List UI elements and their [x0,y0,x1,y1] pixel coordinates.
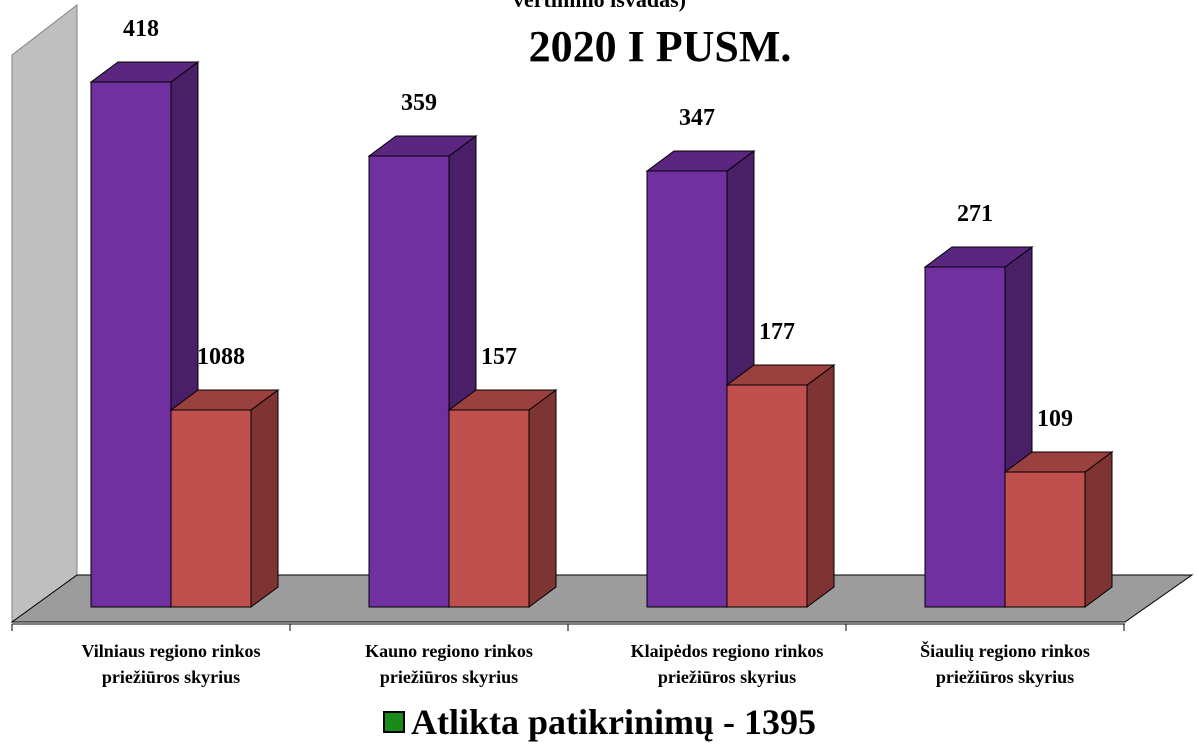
data-label: 109 [1037,406,1073,432]
bar [448,409,530,608]
chart-title-partial: vertinimo išvadas) [0,0,1199,12]
bar [1004,471,1086,608]
chart-title: 2020 I PUSM. [528,22,792,71]
bar-side [806,364,835,608]
category-label: Kauno regiono rinkos [365,641,533,661]
legend-label: Atlikta patikrinimų - 1395 [410,702,817,742]
category-label: priežiūros skyrius [936,667,1074,687]
data-label: 177 [759,319,795,345]
data-label: 157 [481,344,517,370]
legend-swatch [382,711,405,733]
data-label: 347 [679,105,715,131]
bar-side [250,389,279,608]
category-label: Klaipėdos regiono rinkos [631,641,824,661]
data-label: 418 [123,16,159,42]
category-label: priežiūros skyrius [658,667,796,687]
bar-side [528,389,557,608]
bar [90,81,172,608]
data-label: 1088 [197,344,245,370]
chart-floor [10,574,1194,623]
bar [646,170,728,608]
category-label: priežiūros skyrius [380,667,518,687]
bar [368,155,450,608]
bar [924,266,1006,608]
bar [170,409,252,608]
chart-back-wall [11,3,78,623]
category-label: Vilniaus regiono rinkos [81,641,260,661]
data-label: 359 [401,90,437,116]
bar [726,384,808,608]
category-label: Šiaulių regiono rinkos [920,640,1090,661]
data-label: 271 [957,201,993,227]
legend: Atlikta patikrinimų - 1395 [0,700,1199,744]
bar-side [1084,451,1113,608]
category-label: priežiūros skyrius [102,667,240,687]
